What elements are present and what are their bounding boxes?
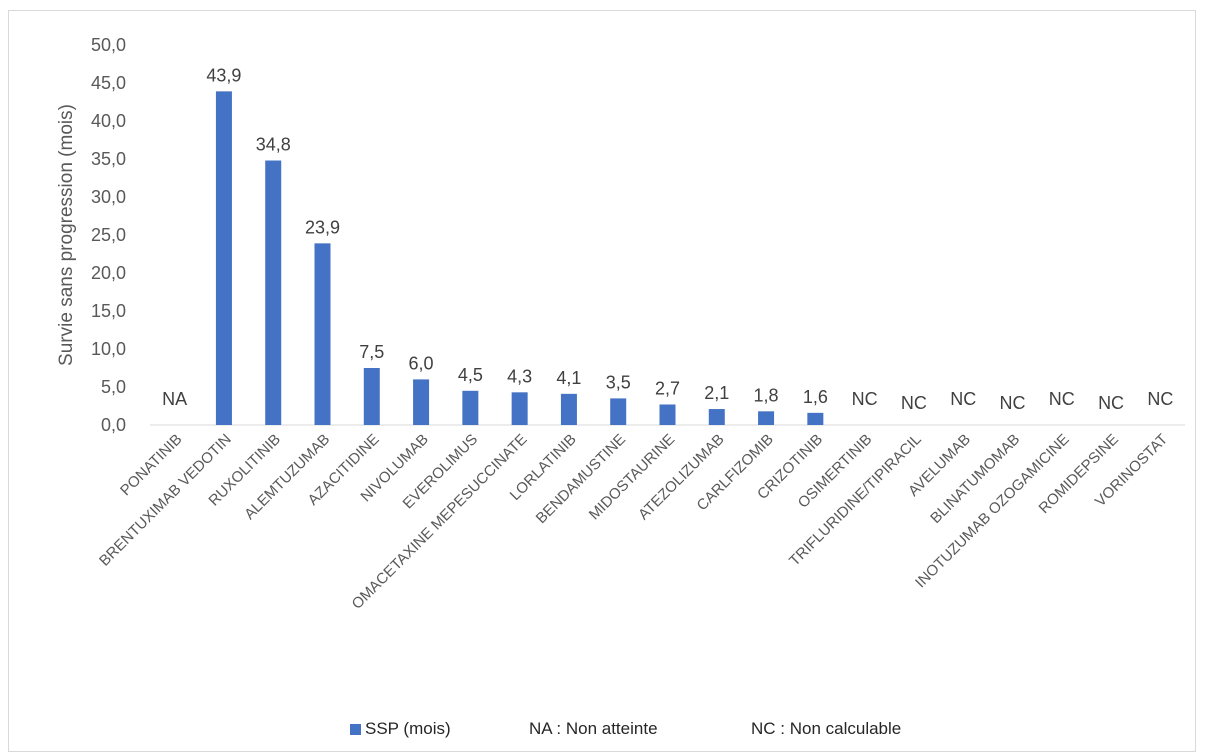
legend-label: SSP (mois) [365,719,451,738]
legend-note-na: NA : Non atteinte [529,719,658,738]
data-labels: NA 43,9 34,8 23,9 7,5 6,0 4,5 4,3 4,1 3,5 2,7 2,1 1,… [162,65,1173,413]
bar [265,160,282,425]
data-label: NC [1000,393,1026,413]
data-label: 23,9 [305,217,340,237]
data-label: 7,5 [359,342,384,362]
data-label: 4,3 [507,366,532,386]
y-tick-label: 25,0 [91,225,126,245]
y-axis-title: Survie sans progression (mois) [56,104,77,366]
legend-note-nc: NC : Non calculable [751,719,902,738]
bar [314,243,331,425]
data-label: 2,1 [704,383,729,403]
x-tick-label: MIDOSTAURINE [586,431,679,524]
bar [363,368,380,425]
y-tick-label: 35,0 [91,149,126,169]
data-label: 43,9 [206,65,241,85]
bar [511,392,528,425]
data-label: NC [1147,389,1173,409]
y-tick-label: 20,0 [91,263,126,283]
y-tick-label: 5,0 [101,377,126,397]
x-tick-label: ATEZOLIZUMAB [635,431,728,524]
bar [708,409,725,425]
y-tick-label: 50,0 [91,35,126,55]
data-label: NC [1049,389,1075,409]
data-label: NC [1098,393,1124,413]
legend: SSP (mois) NA : Non atteinte NC : Non ca… [0,719,1205,749]
data-label: 4,1 [556,368,581,388]
bar [560,393,577,425]
data-label: NC [950,389,976,409]
y-tick-label: 10,0 [91,339,126,359]
bar [758,411,775,425]
data-label: NC [901,393,927,413]
x-tick-label: ALEMTUZUMAB [241,431,333,523]
y-tick-label: 0,0 [101,415,126,435]
legend-swatch [350,723,361,735]
y-axis: 0,0 5,0 10,0 15,0 20,0 25,0 30,0 35,0 40,0 45,0 50… [91,35,126,435]
bar [462,390,479,425]
y-tick-label: 15,0 [91,301,126,321]
bar [659,404,676,425]
y-tick-label: 40,0 [91,111,126,131]
data-label: 6,0 [409,353,434,373]
chart-area [8,10,1196,752]
data-label: NC [852,389,878,409]
x-tick-label: OMACETAXINE MEPESUCCINATE [349,431,531,613]
x-tick-label: BENDAMUSTINE [533,431,629,527]
legend-entry-ssp: SSP (mois) [350,719,451,739]
bar [215,91,232,426]
data-label: 4,5 [458,365,483,385]
data-label: 1,8 [754,385,779,405]
y-tick-label: 30,0 [91,187,126,207]
data-label: 1,6 [803,387,828,407]
bars [215,91,824,426]
data-label: 34,8 [256,135,291,155]
bar [807,412,824,425]
data-label: 3,5 [606,372,631,392]
data-label: NA [162,389,187,409]
bar [610,398,627,425]
x-tick-label: BLINATUMOMAB [927,431,1023,527]
bar [413,379,430,425]
data-label: 2,7 [655,378,680,398]
y-tick-label: 45,0 [91,73,126,93]
